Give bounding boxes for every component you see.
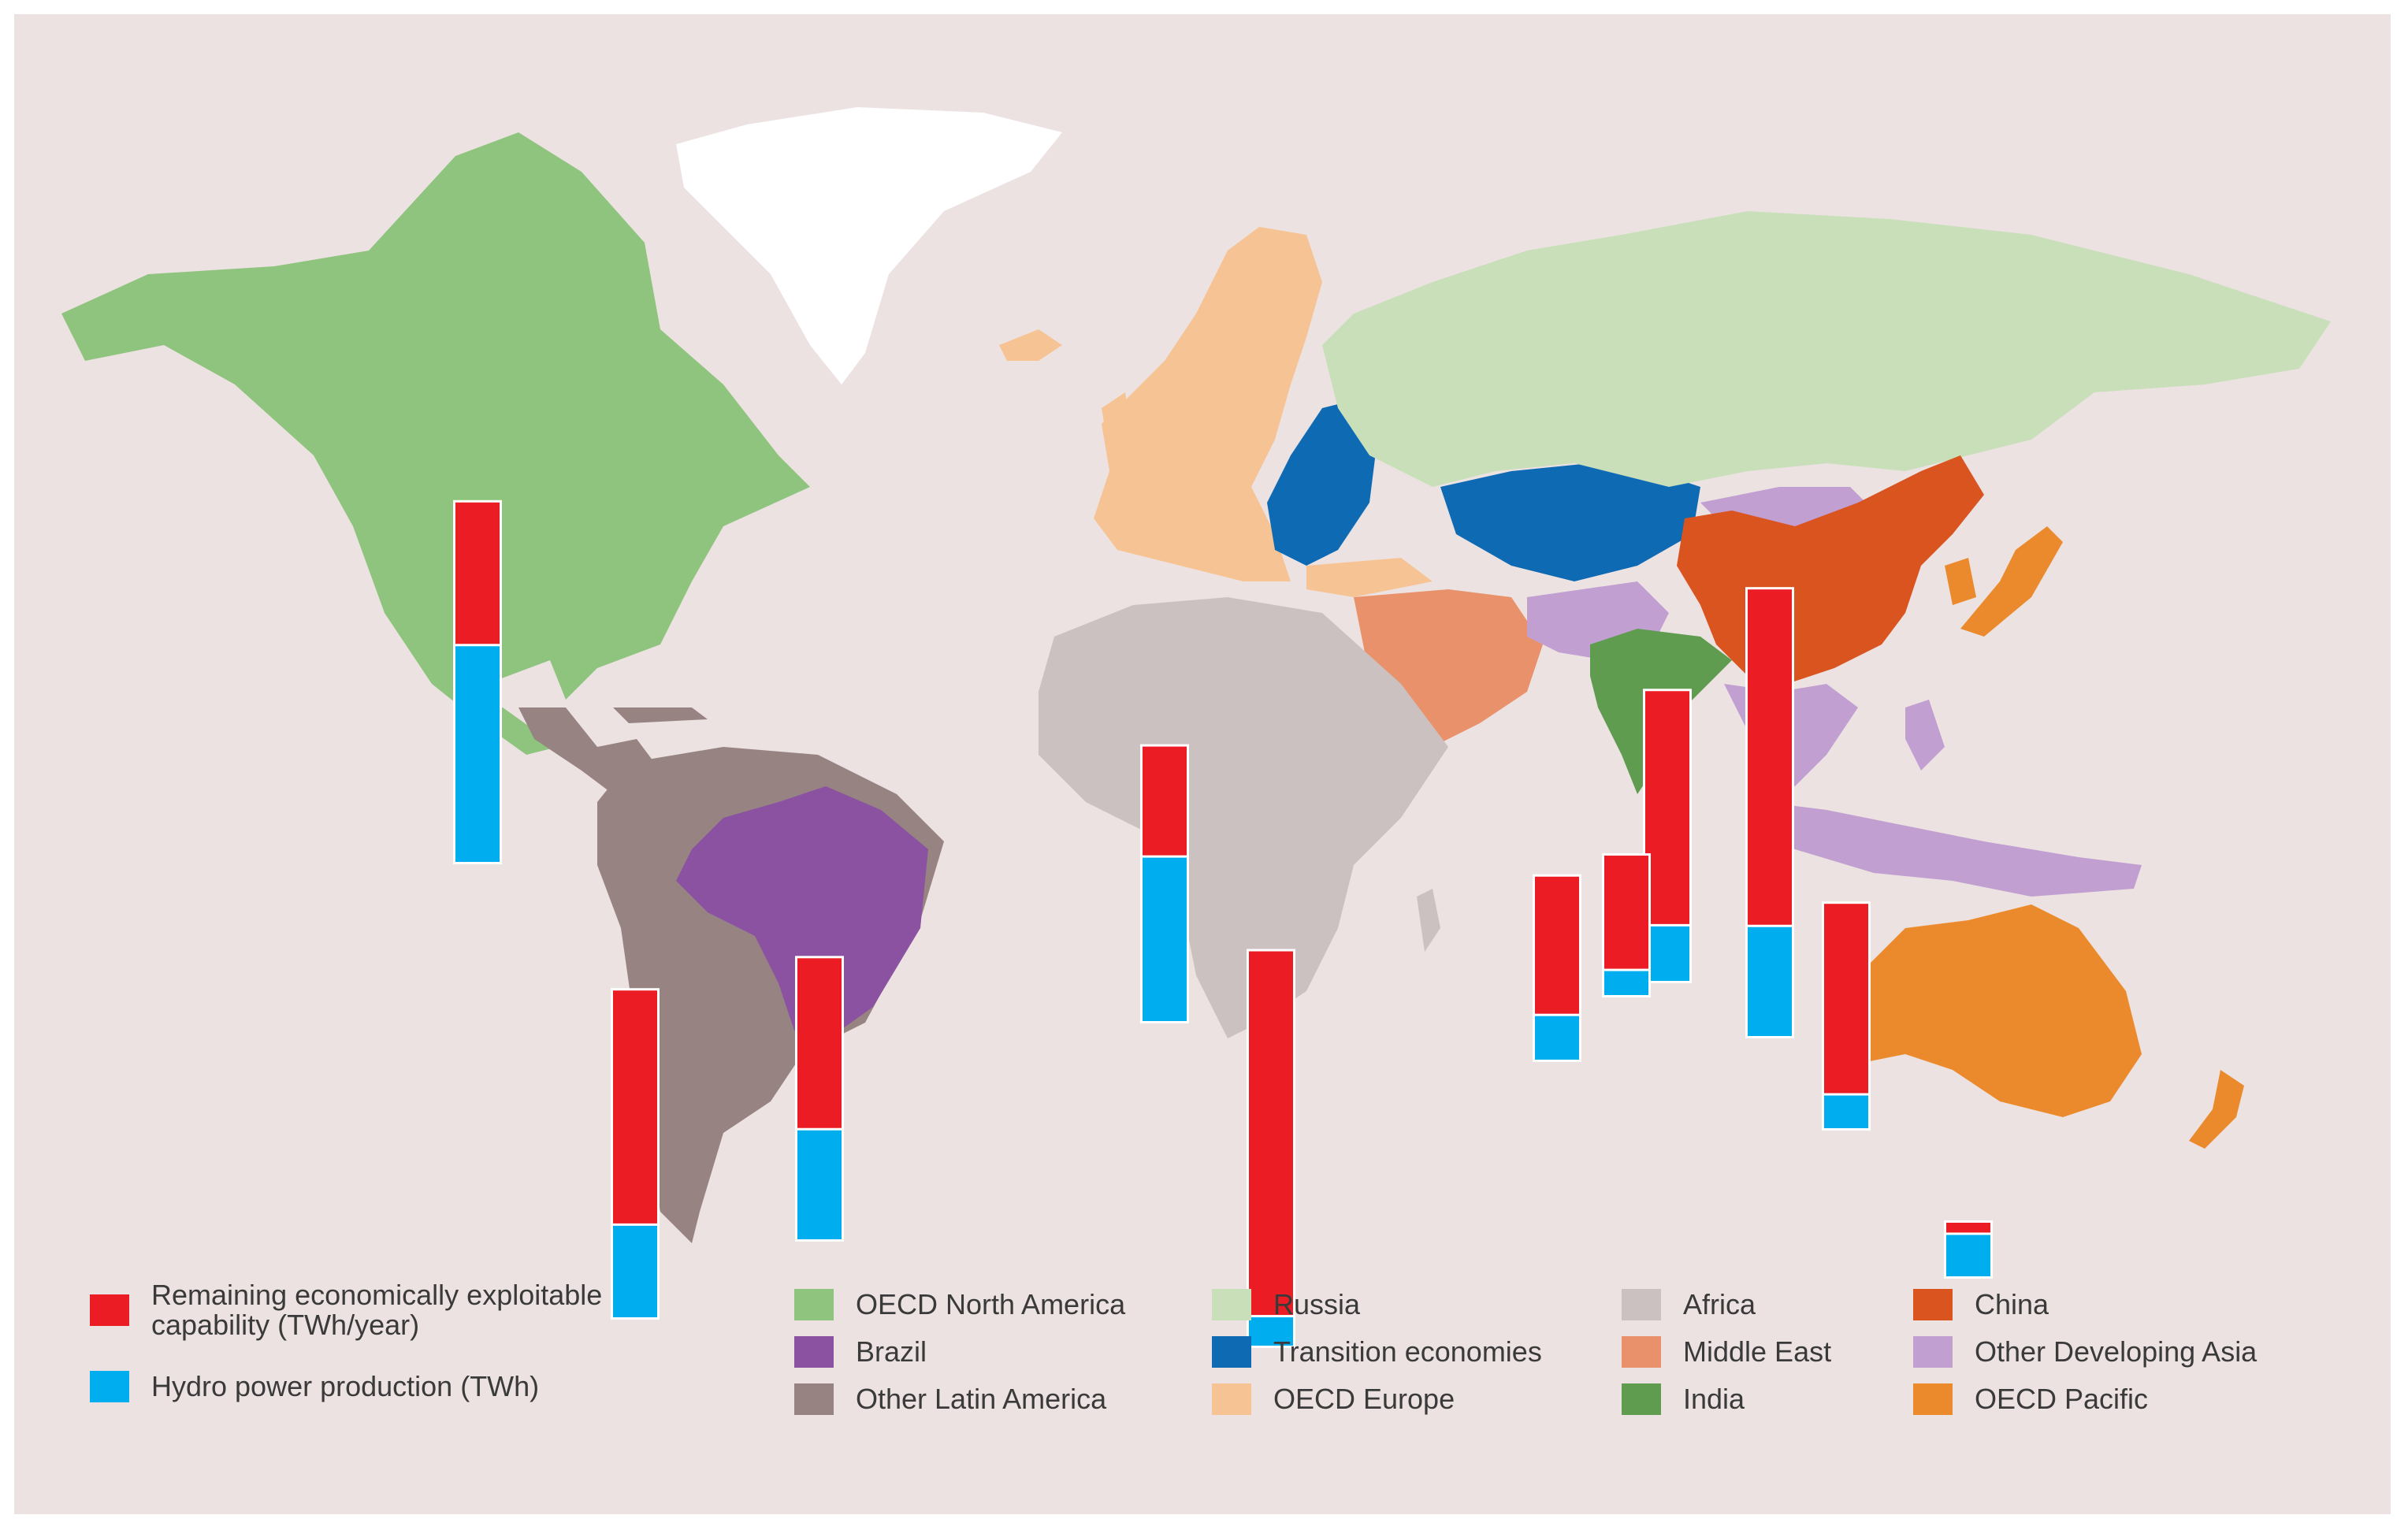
legend-swatch-transition-economies bbox=[1212, 1336, 1251, 1368]
land-north-america bbox=[61, 132, 810, 755]
legend-swatch-brazil bbox=[794, 1336, 834, 1368]
legend-label-china: China bbox=[1975, 1288, 2049, 1320]
legend-swatch-africa bbox=[1622, 1289, 1661, 1320]
legend-brazil: Brazil bbox=[794, 1328, 927, 1376]
legend-other-developing-asia: Other Developing Asia bbox=[1913, 1328, 2257, 1376]
land-caribbean bbox=[613, 707, 708, 723]
legend-remaining-swatch bbox=[90, 1294, 129, 1326]
land-iceland bbox=[999, 329, 1062, 361]
bar-production-other-developing-asia bbox=[1824, 1095, 1868, 1128]
legend-label-other-latin-america: Other Latin America bbox=[856, 1383, 1107, 1415]
land-turkey bbox=[1306, 558, 1433, 597]
bar-production-india bbox=[1604, 971, 1648, 995]
legend-label-india: India bbox=[1683, 1383, 1745, 1415]
bar-remaining-transition-economies bbox=[1535, 876, 1579, 1014]
bar-other-developing-asia bbox=[1822, 901, 1871, 1131]
legend-remaining: Remaining economically exploitable capab… bbox=[90, 1275, 656, 1346]
bar-production-oecd-north-america bbox=[455, 646, 500, 862]
bar-africa bbox=[1247, 949, 1295, 1348]
land-africa bbox=[1039, 597, 1448, 1038]
land-new-zealand bbox=[2189, 1070, 2244, 1149]
land-australia bbox=[1850, 904, 2142, 1117]
bar-remaining-india bbox=[1604, 856, 1648, 969]
legend-remaining-label: Remaining economically exploitable capab… bbox=[151, 1279, 603, 1341]
land-indonesia bbox=[1748, 802, 2142, 897]
legend-transition-economies: Transition economies bbox=[1212, 1328, 1542, 1376]
legend-russia: Russia bbox=[1212, 1281, 1360, 1328]
legend-swatch-oecd-europe bbox=[1212, 1383, 1251, 1415]
land-europe bbox=[1094, 227, 1322, 581]
legend-china: China bbox=[1913, 1281, 2049, 1328]
legend-production-label: Hydro power production (TWh) bbox=[151, 1370, 540, 1402]
legend-label-oecd-pacific: OECD Pacific bbox=[1975, 1383, 2149, 1415]
legend-swatch-other-developing-asia bbox=[1913, 1336, 1953, 1368]
bar-production-brazil bbox=[797, 1130, 842, 1239]
bar-remaining-oecd-europe bbox=[1143, 746, 1187, 856]
bar-oecd-pacific bbox=[1944, 1220, 1993, 1279]
bar-production-africa bbox=[1249, 1317, 1293, 1346]
legend-swatch-other-latin-america bbox=[794, 1383, 834, 1415]
world-map bbox=[61, 107, 2331, 1348]
bar-remaining-other-latin-america bbox=[613, 990, 657, 1224]
legend-swatch-middle-east bbox=[1622, 1336, 1661, 1368]
bar-production-oecd-pacific bbox=[1946, 1235, 1990, 1276]
bar-remaining-oecd-north-america bbox=[455, 502, 500, 644]
land-uk bbox=[1102, 392, 1133, 455]
bar-china bbox=[1745, 587, 1794, 1038]
land-philippines bbox=[1905, 700, 1945, 771]
legend-label-brazil: Brazil bbox=[856, 1335, 927, 1368]
bar-production-transition-economies bbox=[1535, 1016, 1579, 1060]
legend-label-oecd-europe: OECD Europe bbox=[1273, 1383, 1455, 1415]
bar-transition-economies bbox=[1533, 874, 1581, 1062]
bar-oecd-europe bbox=[1140, 744, 1189, 1023]
land-russia bbox=[1322, 211, 2331, 487]
bar-remaining-china bbox=[1748, 589, 1792, 925]
hydro-bars bbox=[453, 499, 1993, 1348]
land-madagascar bbox=[1417, 889, 1440, 952]
legend-label-other-developing-asia: Other Developing Asia bbox=[1975, 1335, 2258, 1368]
legend-swatch-china bbox=[1913, 1289, 1953, 1320]
legend-africa: Africa bbox=[1622, 1281, 1756, 1328]
legend-swatch-russia bbox=[1212, 1289, 1251, 1320]
bar-remaining-other-developing-asia bbox=[1824, 904, 1868, 1094]
legend-production-swatch bbox=[90, 1371, 129, 1402]
legend-production: Hydro power production (TWh) bbox=[90, 1363, 539, 1410]
bar-production-other-latin-america bbox=[613, 1225, 657, 1317]
legend-label-russia: Russia bbox=[1273, 1288, 1361, 1320]
legend-label-transition-economies: Transition economies bbox=[1273, 1335, 1542, 1368]
bar-other-latin-america bbox=[611, 988, 660, 1320]
land-transition-europe bbox=[1267, 400, 1377, 566]
land-masses bbox=[61, 107, 2331, 1243]
legend-other-latin-america: Other Latin America bbox=[794, 1376, 1106, 1423]
legend-oecd-north-america: OECD North America bbox=[794, 1281, 1125, 1328]
bar-remaining-africa bbox=[1249, 951, 1293, 1316]
land-transition-asia bbox=[1440, 463, 1700, 581]
legend-oecd-pacific: OECD Pacific bbox=[1913, 1376, 2148, 1423]
bar-remaining-brazil bbox=[797, 958, 842, 1128]
bar-oecd-north-america bbox=[453, 499, 502, 864]
land-brazil bbox=[676, 786, 928, 1046]
bar-russia bbox=[1643, 689, 1692, 983]
land-japan bbox=[1960, 526, 2063, 637]
land-greenland bbox=[676, 107, 1062, 384]
bar-production-oecd-europe bbox=[1143, 857, 1187, 1021]
legend-middle-east: Middle East bbox=[1622, 1328, 1831, 1376]
map-figure: Remaining economically exploitable capab… bbox=[14, 14, 2391, 1514]
bar-production-china bbox=[1748, 927, 1792, 1036]
bar-remaining-oecd-pacific bbox=[1946, 1222, 1990, 1233]
legend-swatch-oecd-pacific bbox=[1913, 1383, 1953, 1415]
legend-india: India bbox=[1622, 1376, 1745, 1423]
bar-india bbox=[1602, 853, 1651, 997]
legend-label-oecd-north-america: OECD North America bbox=[856, 1288, 1126, 1320]
legend-label-africa: Africa bbox=[1683, 1288, 1756, 1320]
legend-swatch-india bbox=[1622, 1383, 1661, 1415]
legend-oecd-europe: OECD Europe bbox=[1212, 1376, 1455, 1423]
bar-production-russia bbox=[1645, 926, 1689, 981]
land-korea bbox=[1945, 558, 1976, 605]
bar-brazil bbox=[795, 956, 844, 1242]
legend-label-middle-east: Middle East bbox=[1683, 1335, 1832, 1368]
legend-swatch-oecd-north-america bbox=[794, 1289, 834, 1320]
bar-remaining-russia bbox=[1645, 691, 1689, 924]
land-canada-islands bbox=[471, 188, 613, 251]
